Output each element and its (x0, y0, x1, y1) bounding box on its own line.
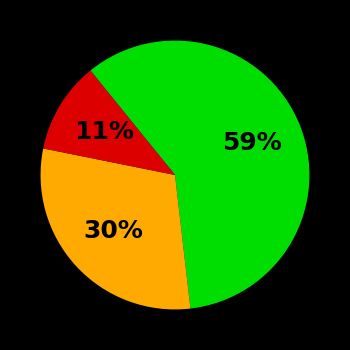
Wedge shape (41, 148, 190, 309)
Text: 30%: 30% (84, 219, 144, 243)
Text: 59%: 59% (222, 131, 282, 155)
Wedge shape (90, 41, 309, 309)
Wedge shape (43, 70, 175, 175)
Text: 11%: 11% (74, 120, 134, 144)
